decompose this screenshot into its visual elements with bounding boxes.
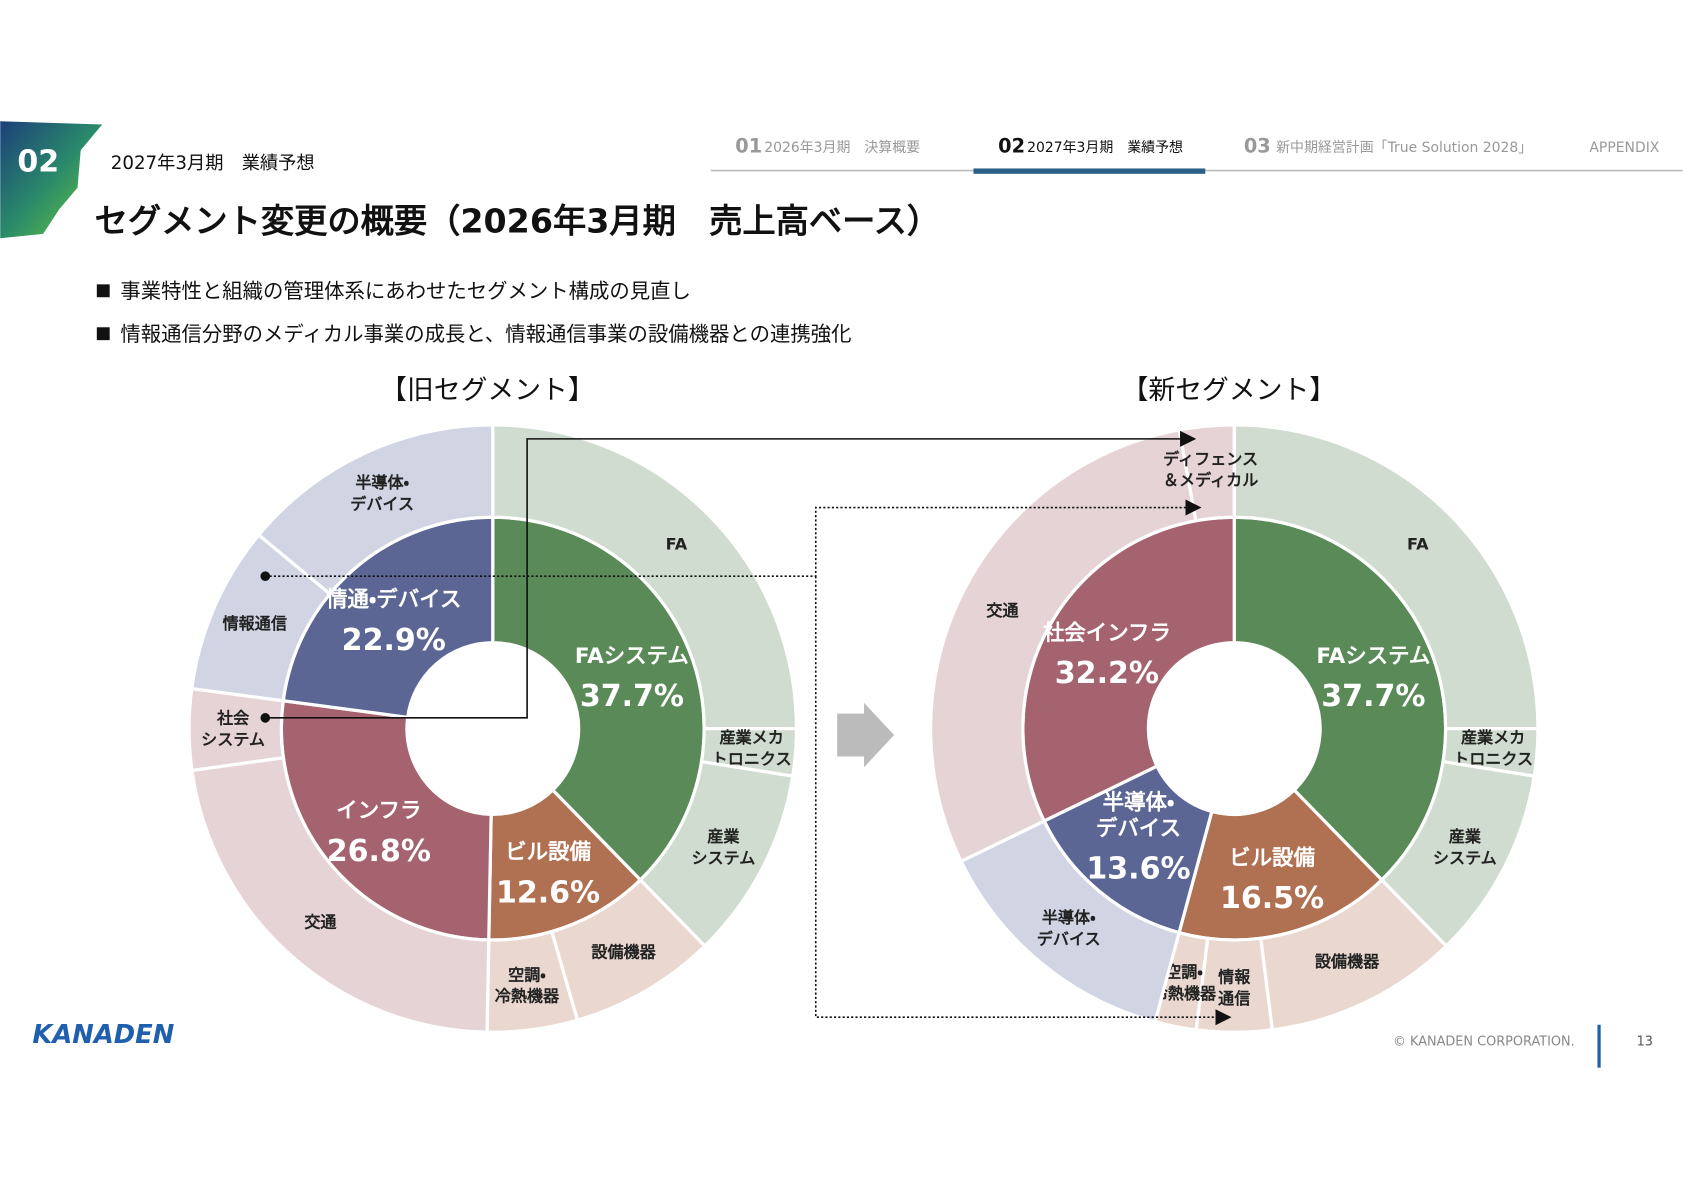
inner-label: 半導体・デバイス (1096, 790, 1181, 842)
inner-value: 22.9% (342, 623, 446, 658)
outer-label: 情報通信 (223, 614, 287, 633)
inner-value: 37.7% (1321, 679, 1425, 714)
outer-label: 空調・冷熱機器 (495, 965, 560, 1005)
copyright: © KANADEN CORPORATION. (1393, 1034, 1575, 1049)
bullet (96, 284, 110, 298)
outer-label: 産業メカトロニクス (1453, 728, 1533, 768)
outer-label: 社会システム (201, 708, 265, 748)
inner-label: ビル設備 (1229, 846, 1315, 871)
inner-value: 13.6% (1086, 852, 1190, 887)
chart-title: 【新セグメント】 (1122, 375, 1337, 406)
connectors (260, 430, 1232, 1026)
chart-title: 【旧セグメント】 (380, 375, 595, 406)
inner-value: 37.7% (580, 679, 684, 714)
nav-number[interactable]: 01 (735, 135, 762, 158)
outer-label: 空調・冷熱機器 (1152, 962, 1217, 1002)
outer-segment (929, 428, 1198, 864)
outer-label: 交通 (986, 601, 1019, 620)
connector-dot (260, 571, 271, 582)
nav-number[interactable]: 03 (1244, 135, 1271, 158)
page-number: 13 (1637, 1034, 1653, 1049)
outer-label: 半導体・デバイス (350, 472, 414, 512)
nav-label[interactable]: 新中期経営計画「True Solution 2028」 (1276, 140, 1532, 156)
nav-active-bar (973, 168, 1206, 174)
outer-label: 設備機器 (1315, 952, 1380, 971)
nav-label[interactable]: APPENDIX (1589, 140, 1659, 156)
outer-segment (1232, 423, 1540, 731)
connector (265, 499, 1202, 578)
transition-arrow (837, 702, 895, 768)
outer-label: 設備機器 (591, 942, 656, 961)
section-brush (0, 121, 103, 239)
outer-segment (190, 755, 491, 1034)
bullet (96, 327, 110, 341)
logo: KANADEN (32, 1020, 174, 1050)
connector-dot (260, 713, 271, 723)
outer-label: 半導体・デバイス (1037, 907, 1101, 947)
outer-label: 交通 (304, 912, 337, 931)
outer-label: 情報通信 (1218, 967, 1251, 1007)
section-number: 02 (17, 145, 59, 180)
inner-label: FAシステム (575, 644, 689, 669)
inner-label: インフラ (336, 798, 421, 823)
outer-label: 産業システム (691, 827, 755, 867)
nav-label[interactable]: 2027年3月期 業績予想 (1027, 140, 1183, 156)
inner-label: FAシステム (1316, 644, 1430, 669)
section-title: 2027年3月期 業績予想 (111, 153, 315, 174)
inner-value: 26.8% (327, 834, 431, 869)
outer-label: ディフェンス＆メディカル (1163, 449, 1258, 489)
outer-label: 産業メカトロニクス (712, 728, 792, 768)
nav-label[interactable]: 2026年3月期 決算概要 (764, 140, 920, 156)
outer-label: 産業システム (1433, 827, 1497, 867)
inner-value: 32.2% (1055, 656, 1159, 691)
connector (265, 430, 1197, 719)
outer-segment (256, 423, 495, 597)
bullet-text: 情報通信分野のメディカル事業の成長と、情報通信事業の設備機器との連携強化 (120, 322, 851, 346)
outer-label: FA (1407, 534, 1429, 553)
page-title: セグメント変更の概要（2026年3月期 売上高ベース） (95, 202, 941, 241)
connector (814, 576, 1232, 1026)
nav-number[interactable]: 02 (998, 135, 1025, 158)
outer-segment (1177, 423, 1236, 523)
bullet-text: 事業特性と組織の管理体系にあわせたセグメント構成の見直し (120, 279, 691, 303)
inner-value: 12.6% (496, 876, 600, 911)
outer-label: FA (666, 534, 688, 553)
inner-value: 16.5% (1220, 881, 1324, 916)
inner-label: 社会インフラ (1042, 621, 1171, 646)
inner-label: ビル設備 (505, 840, 591, 865)
inner-label: 情通・デバイス (326, 587, 461, 613)
